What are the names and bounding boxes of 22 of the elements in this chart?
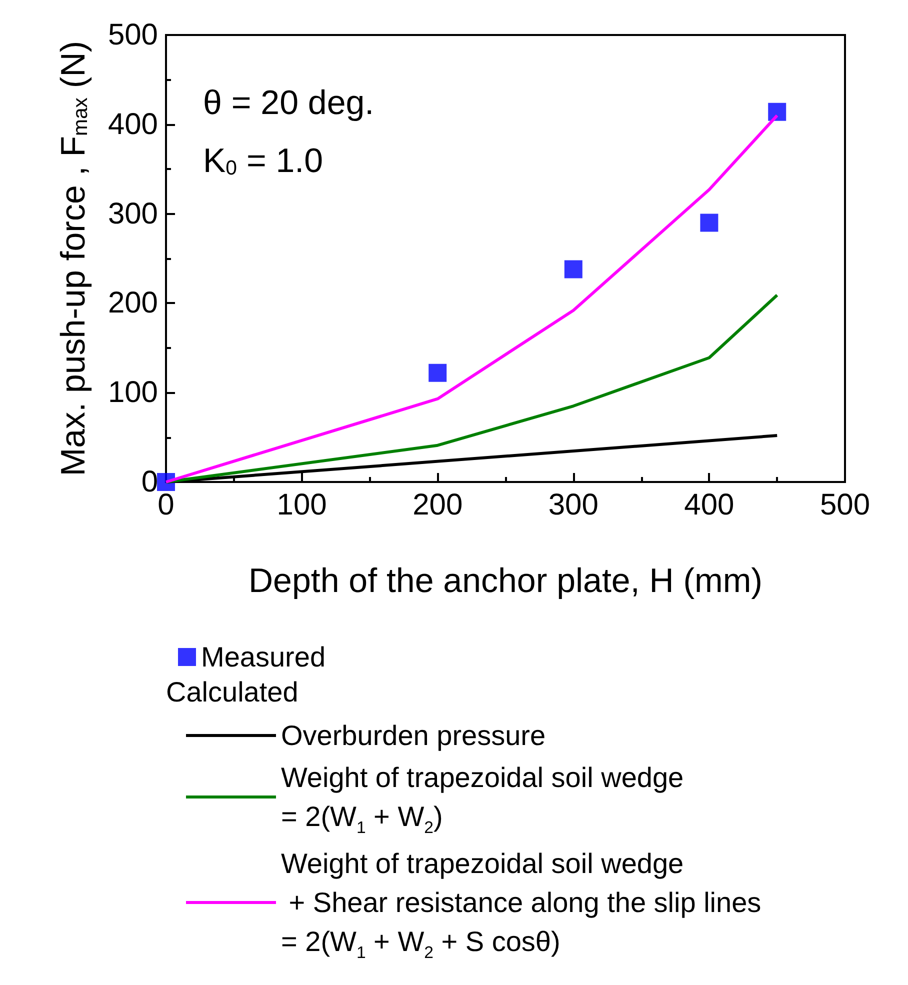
y-tick-label: 400 (108, 108, 158, 141)
x-axis-title: Depth of the anchor plate, H (mm) (248, 562, 763, 600)
legend-label: Measured (201, 642, 326, 672)
legend-title: Calculated (166, 676, 298, 708)
y-tick-label: 300 (108, 197, 158, 230)
x-tick-label: 300 (548, 488, 598, 522)
y-tick-label: 0 (141, 466, 158, 498)
point (428, 364, 447, 382)
point (700, 214, 718, 232)
x-tick-label: 200 (412, 488, 463, 522)
x-tick-label: 500 (820, 488, 870, 522)
point (768, 102, 786, 121)
y-axis-title: Max. push-up force , Fmax (N) (54, 40, 92, 476)
legend-label: Overburden pressure (281, 720, 546, 751)
y-tick-label: 100 (108, 376, 158, 410)
x-tick-label: 400 (684, 488, 734, 522)
annotation: K0 = 1.0 (203, 142, 324, 180)
y-tick-label: 200 (108, 286, 158, 320)
x-tick-label: 100 (276, 488, 327, 522)
y-tick-label: 500 (108, 18, 158, 52)
annotation: θ = 20 deg. (203, 84, 374, 122)
point (564, 260, 582, 278)
